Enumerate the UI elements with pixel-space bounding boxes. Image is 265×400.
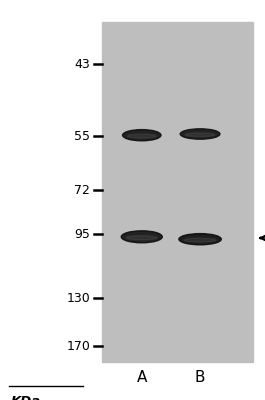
Text: A: A	[136, 370, 147, 386]
Text: 170: 170	[66, 340, 90, 352]
Text: 72: 72	[74, 184, 90, 196]
Text: B: B	[195, 370, 205, 386]
Ellipse shape	[180, 129, 220, 139]
Ellipse shape	[126, 236, 157, 240]
Text: KDa: KDa	[11, 395, 41, 400]
Ellipse shape	[184, 238, 216, 242]
Text: 95: 95	[74, 228, 90, 240]
Bar	[102, 22, 253, 362]
Ellipse shape	[185, 133, 215, 137]
Ellipse shape	[127, 134, 156, 138]
Text: 130: 130	[66, 292, 90, 304]
Ellipse shape	[122, 130, 161, 141]
Text: 55: 55	[74, 130, 90, 142]
Ellipse shape	[121, 231, 162, 243]
Text: 43: 43	[74, 58, 90, 70]
Ellipse shape	[179, 234, 221, 245]
